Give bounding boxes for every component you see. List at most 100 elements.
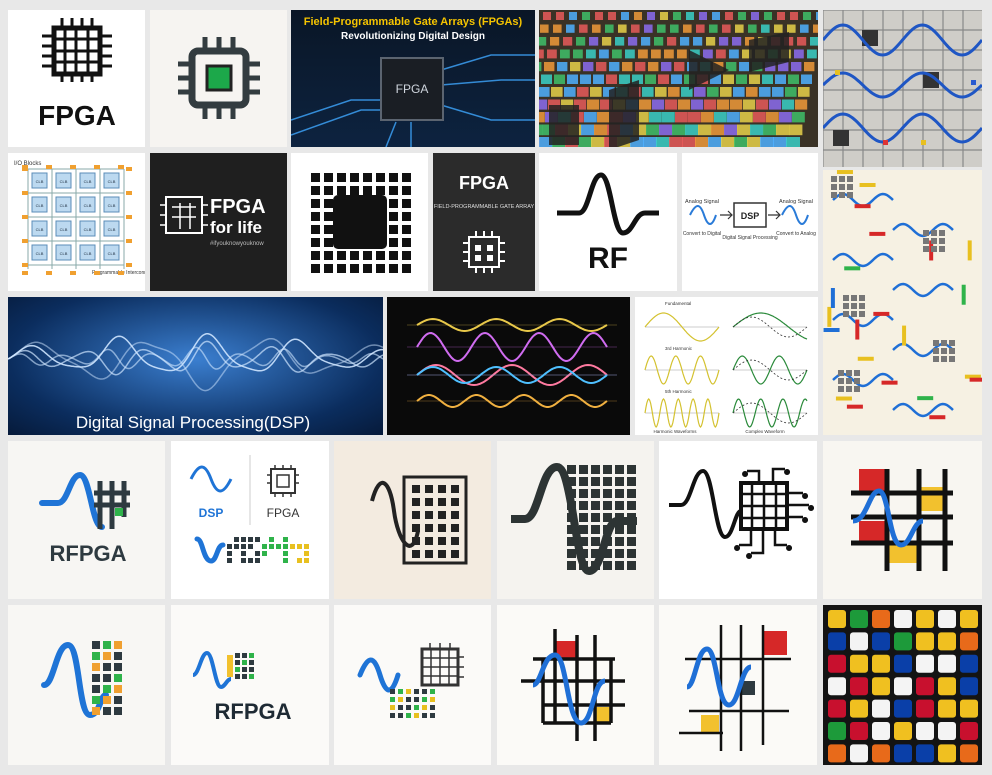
pixel <box>603 477 612 486</box>
image-tile[interactable] <box>539 10 818 147</box>
clb <box>79 172 96 189</box>
block <box>701 715 719 733</box>
wave <box>644 312 720 342</box>
image-tile[interactable]: DSP FPGA <box>171 441 329 599</box>
pixel <box>398 689 403 694</box>
square <box>933 348 939 354</box>
image-tile[interactable]: Digital Signal Processing(DSP) <box>8 297 383 435</box>
pixel <box>248 558 253 563</box>
image-tile[interactable] <box>823 441 982 599</box>
bar <box>854 204 871 209</box>
cell <box>628 37 638 46</box>
image-tile[interactable]: RF <box>539 153 677 291</box>
square <box>941 340 947 346</box>
cell <box>716 49 726 59</box>
cube <box>916 699 934 718</box>
pixel <box>350 173 359 182</box>
cell <box>709 24 718 33</box>
image-tile[interactable] <box>659 605 817 765</box>
cube <box>872 677 890 696</box>
square <box>941 356 947 362</box>
pixel <box>92 674 100 682</box>
cell <box>753 112 766 123</box>
pins <box>178 37 260 119</box>
image-tile[interactable] <box>334 605 491 765</box>
cube <box>894 610 912 628</box>
pixel <box>249 660 254 665</box>
cell <box>554 74 565 84</box>
pixel <box>603 489 612 498</box>
cell <box>615 37 625 46</box>
io-block <box>94 165 100 169</box>
dsp-wave: Digital Signal Processing(DSP) <box>8 332 383 432</box>
image-tile[interactable] <box>823 605 982 765</box>
cell <box>736 74 747 84</box>
caption: Harmonic Waveforms <box>653 429 697 434</box>
pixel <box>255 551 260 556</box>
cube <box>850 699 868 718</box>
image-tile[interactable] <box>497 605 654 765</box>
cell <box>600 99 613 110</box>
cell <box>717 99 730 110</box>
cell <box>630 137 644 147</box>
cell <box>790 12 798 20</box>
cell <box>593 74 604 84</box>
image-tile[interactable] <box>659 441 817 599</box>
image-tile[interactable]: RFPGA <box>8 441 165 599</box>
cube <box>960 699 978 718</box>
image-tile[interactable] <box>8 605 165 765</box>
image-tile[interactable] <box>334 441 491 599</box>
image-tile[interactable] <box>497 441 654 599</box>
window <box>451 498 459 506</box>
pixel <box>269 537 274 542</box>
window <box>451 485 459 493</box>
pixel <box>579 489 588 498</box>
cube <box>894 744 912 763</box>
image-tile[interactable]: Fundamental 3rd Harmonic 5th Harmonic Ha… <box>635 297 818 435</box>
image-tile[interactable]: RFPGA <box>171 605 329 765</box>
cell <box>579 24 588 33</box>
pixel <box>390 705 395 710</box>
panel-label: 5th Harmonic <box>665 389 693 394</box>
cell <box>786 137 800 147</box>
image-tile[interactable]: I/O Blocks Programmable Interconnects CL… <box>8 153 145 291</box>
image-tile[interactable] <box>823 10 982 167</box>
image-tile[interactable]: FPGA for life #ifyouknowyouknow <box>150 153 287 291</box>
cube <box>828 632 846 651</box>
cell <box>539 137 553 147</box>
cell <box>803 12 811 20</box>
cell <box>724 124 738 136</box>
wave <box>781 205 809 225</box>
pixel <box>92 641 100 649</box>
chip-grid <box>422 643 464 685</box>
cell <box>576 37 586 46</box>
image-tile[interactable]: Analog Signal Convert to Digital DSP Dig… <box>682 153 818 291</box>
cell <box>746 87 758 97</box>
image-tile[interactable] <box>150 10 287 147</box>
pixel <box>235 653 240 658</box>
pixel <box>398 697 403 702</box>
label: RF <box>588 242 628 275</box>
pixel <box>603 549 612 558</box>
pixel <box>402 173 411 182</box>
pixel <box>337 251 346 260</box>
window <box>438 550 446 558</box>
pixel <box>304 551 309 556</box>
fpga-dark: FPGA FIELD-PROGRAMMABLE GATE ARRAY <box>434 173 535 273</box>
cell <box>735 24 744 33</box>
image-tile[interactable]: FPGA <box>8 10 145 147</box>
image-tile[interactable]: FPGA FIELD-PROGRAMMABLE GATE ARRAY <box>433 153 535 291</box>
cell <box>660 12 668 20</box>
cell <box>651 49 661 59</box>
image-tile[interactable] <box>387 297 630 435</box>
cell <box>681 87 693 97</box>
pixel <box>422 697 427 702</box>
image-tile[interactable] <box>291 153 428 291</box>
io-block <box>22 191 28 195</box>
image-tile[interactable] <box>823 170 982 435</box>
image-tile[interactable]: Field-Programmable Gate Arrays (FPGAs) R… <box>291 10 535 147</box>
wave <box>194 536 226 564</box>
cell <box>779 112 792 123</box>
cell <box>652 99 665 110</box>
clb <box>31 196 48 213</box>
